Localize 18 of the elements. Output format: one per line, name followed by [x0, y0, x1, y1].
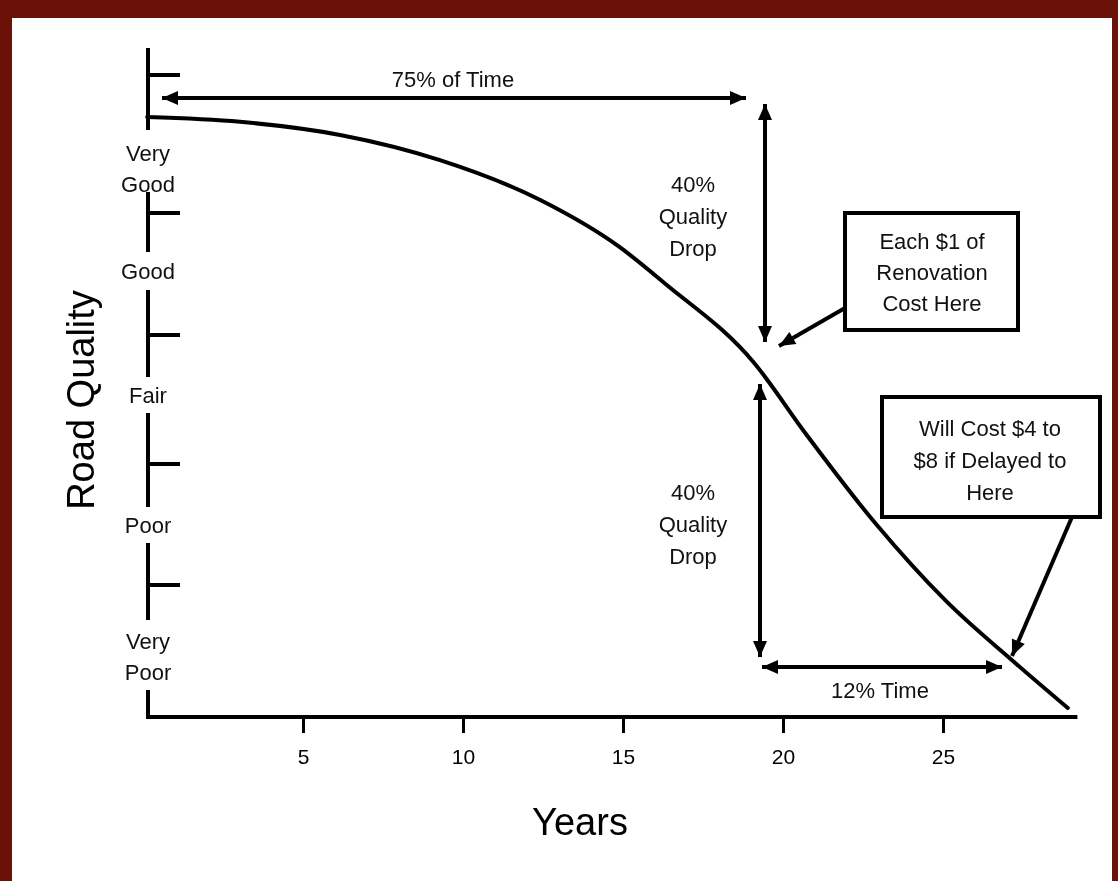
- x-tick-label: 20: [771, 744, 796, 768]
- annotation: Will Cost $4 to $8 if Delayed to Here: [913, 416, 1067, 505]
- x-tick-label: 15: [611, 744, 636, 768]
- annotation: Very Good: [121, 141, 175, 197]
- x-tick-label: 10: [451, 744, 476, 768]
- annotation: Very Poor: [124, 629, 172, 685]
- annotation: 40% Quality Drop: [658, 480, 728, 569]
- text: 75% of Time: [391, 67, 515, 92]
- annotation: Good: [121, 259, 175, 284]
- annotation: Each $1 of Renovation Cost Here: [876, 229, 988, 316]
- y-axis-title: Road Quality: [60, 290, 102, 510]
- annotation: Fair: [129, 383, 167, 408]
- x-tick-label: 5: [297, 744, 310, 768]
- annotation: Poor: [124, 513, 172, 538]
- x-axis-title: Years: [532, 801, 628, 843]
- annotation: 40% Quality Drop: [658, 172, 728, 261]
- annotation: 12% Time: [831, 678, 929, 703]
- x-tick-label: 25: [931, 744, 956, 768]
